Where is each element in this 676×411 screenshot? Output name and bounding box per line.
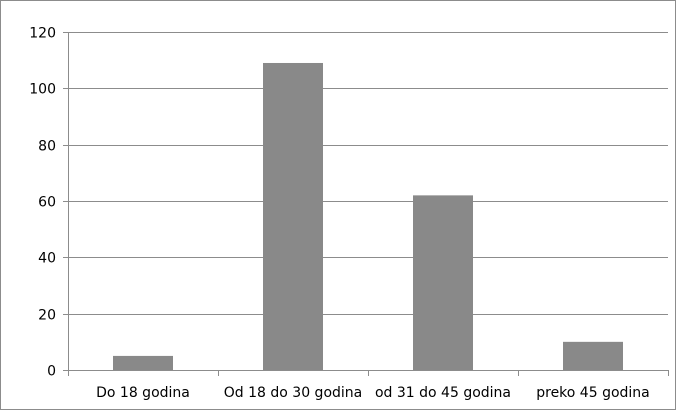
y-tick-label: 20 (38, 308, 56, 324)
y-tick-label: 60 (38, 195, 56, 211)
bar-0 (113, 355, 173, 370)
y-tick-label: 80 (38, 139, 56, 155)
y-tick-label: 40 (38, 251, 56, 267)
y-tick-label: 100 (29, 82, 56, 98)
x-category-label: preko 45 godina (536, 385, 650, 401)
gridlines (68, 32, 668, 315)
x-category-label: Od 18 do 30 godina (224, 385, 362, 401)
y-tick-label: 0 (47, 364, 56, 380)
bar-3 (563, 341, 623, 370)
x-category-label: Do 18 godina (96, 385, 190, 401)
bars (113, 62, 623, 370)
y-tick-label: 120 (29, 26, 56, 42)
bar-1 (263, 62, 323, 370)
axes (63, 32, 669, 376)
bar-2 (413, 195, 473, 370)
x-category-label: od 31 do 45 godina (375, 385, 511, 401)
tick-labels: 0 20 40 60 80 100 120 Do 18 godina Od 18 do 30 g… (29, 26, 650, 402)
